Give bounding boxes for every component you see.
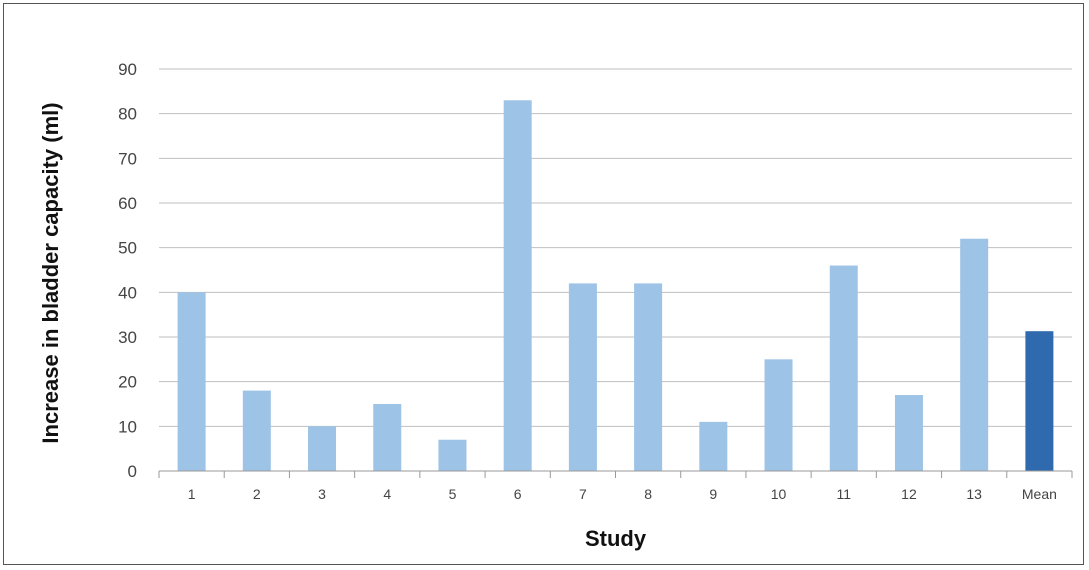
x-tick-label: 1: [188, 486, 196, 502]
bar-study-2: [242, 390, 271, 471]
x-tick-label: 5: [449, 486, 457, 502]
x-tick-label: 3: [318, 486, 326, 502]
x-tick-label: 12: [901, 486, 917, 502]
y-tick-label: 10: [118, 417, 137, 436]
bar-study-6: [503, 100, 532, 472]
bar-study-8: [634, 283, 663, 471]
y-tick-label: 60: [118, 194, 137, 213]
x-axis-title: Study: [585, 526, 647, 551]
bar-study-1: [177, 292, 206, 471]
y-tick-label: 30: [118, 328, 137, 347]
y-axis-title: Increase in bladder capacity (ml): [38, 102, 63, 443]
bar-study-12: [894, 395, 923, 471]
bar-study-7: [568, 283, 597, 471]
bar-mean: [1025, 331, 1054, 471]
x-tick-label: 6: [514, 486, 522, 502]
y-tick-label: 80: [118, 105, 137, 124]
x-tick-label: 8: [644, 486, 652, 502]
x-tick-label: Mean: [1022, 486, 1057, 502]
x-axis-ticks: 1 2 3 4 5 6 7 8 9 10 11 12 13 Mean: [158, 471, 1073, 502]
x-tick-label: 7: [579, 486, 587, 502]
x-tick-label: 2: [253, 486, 261, 502]
x-tick-label: 13: [966, 486, 982, 502]
y-axis-ticks: 0 10 20 30 40 50 60 70 80 90: [118, 60, 137, 481]
y-tick-label: 90: [118, 60, 137, 79]
bar-study-5: [438, 439, 467, 471]
y-tick-label: 40: [118, 283, 137, 302]
bar-study-4: [373, 404, 402, 471]
y-tick-label: 0: [128, 462, 137, 481]
bar-study-3: [308, 426, 337, 471]
bar-study-10: [764, 359, 793, 471]
x-tick-label: 10: [771, 486, 787, 502]
x-tick-label: 4: [383, 486, 391, 502]
bar-study-11: [829, 265, 858, 471]
y-tick-label: 70: [118, 149, 137, 168]
chart-frame: 0 10 20 30 40 50 60 70 80 90 1 2 3 4 5 6 7 8 9 10 11 12 13 Mea…: [3, 3, 1084, 565]
x-tick-label: 9: [709, 486, 717, 502]
y-tick-label: 20: [118, 373, 137, 392]
x-tick-label: 11: [836, 486, 851, 502]
bar-study-9: [699, 421, 728, 471]
y-tick-label: 50: [118, 239, 137, 258]
bar-study-13: [960, 238, 989, 471]
bars: [177, 100, 1054, 472]
gridlines: [159, 68, 1072, 427]
